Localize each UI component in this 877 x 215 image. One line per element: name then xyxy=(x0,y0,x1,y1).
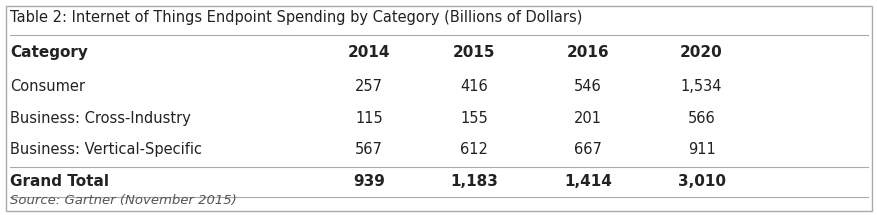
Text: Business: Cross-Industry: Business: Cross-Industry xyxy=(11,111,191,126)
Text: 115: 115 xyxy=(354,111,382,126)
Text: 155: 155 xyxy=(460,111,488,126)
Text: 257: 257 xyxy=(354,79,382,94)
Text: 201: 201 xyxy=(574,111,601,126)
Text: 2014: 2014 xyxy=(347,45,389,60)
Text: Table 2: Internet of Things Endpoint Spending by Category (Billions of Dollars): Table 2: Internet of Things Endpoint Spe… xyxy=(11,10,581,25)
Text: 911: 911 xyxy=(687,143,715,157)
Text: 2016: 2016 xyxy=(566,45,609,60)
Text: 416: 416 xyxy=(460,79,488,94)
Text: 2020: 2020 xyxy=(680,45,722,60)
Text: 3,010: 3,010 xyxy=(677,174,724,189)
Text: Category: Category xyxy=(11,45,88,60)
Text: Business: Vertical-Specific: Business: Vertical-Specific xyxy=(11,143,202,157)
Text: 667: 667 xyxy=(574,143,601,157)
Text: 546: 546 xyxy=(574,79,601,94)
Text: Grand Total: Grand Total xyxy=(11,174,109,189)
Text: 2015: 2015 xyxy=(453,45,495,60)
Text: 939: 939 xyxy=(353,174,384,189)
Text: 612: 612 xyxy=(460,143,488,157)
Text: 566: 566 xyxy=(687,111,715,126)
Text: Consumer: Consumer xyxy=(11,79,85,94)
Text: 567: 567 xyxy=(354,143,382,157)
Text: 1,414: 1,414 xyxy=(563,174,611,189)
Text: 1,534: 1,534 xyxy=(680,79,722,94)
Text: Source: Gartner (November 2015): Source: Gartner (November 2015) xyxy=(11,194,237,207)
Text: 1,183: 1,183 xyxy=(450,174,497,189)
